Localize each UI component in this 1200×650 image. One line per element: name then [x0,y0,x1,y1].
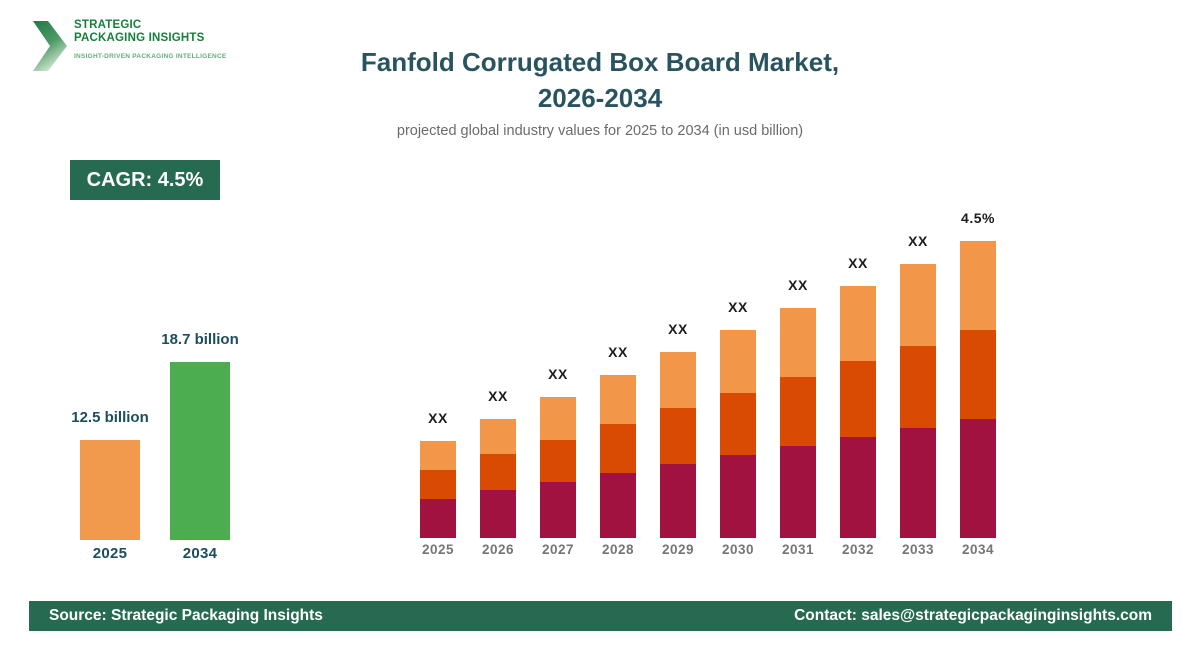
top-segment [720,330,756,393]
top-segment [960,241,996,330]
contact-text: Contact: sales@strategicpackaginginsight… [794,607,1152,624]
bar-value-label: XX [488,388,508,404]
top-segment [780,308,816,377]
stacked-bar-column-2028: XX 2028 [600,188,636,557]
logo-name-line2: PACKAGING INSIGHTS [74,32,205,44]
top-segment [600,375,636,424]
stacked-bar-column-2031: XX 2031 [780,188,816,557]
market-comparison-chart: 12.5 billion 2025 18.7 billion 2034 [71,325,239,562]
bar-value-label: XX [668,321,688,337]
middle-segment [780,377,816,446]
projected-values-stacked-chart: XX 2025 XX 2026 XX 2027 XX 2028 XX 2029 XX 2030 XX 20… [420,188,996,557]
middle-segment [960,330,996,419]
stacked-bar-column-2032: XX 2032 [840,188,876,557]
x-axis-label: 2031 [781,542,815,557]
middle-segment [600,424,636,473]
mini-bar-value-label: 18.7 billion [161,331,239,348]
mini-bar-column-2025: 12.5 billion 2025 [71,325,149,562]
bottom-segment [600,473,636,538]
bar-value-label: XX [788,277,808,293]
stacked-bar-column-2033: XX 2033 [900,188,936,557]
page-title-line2: 2026-2034 [537,83,663,113]
footer-bar: Source: Strategic Packaging Insights Con… [29,601,1172,631]
mini-axis-label: 2034 [182,545,218,562]
mini-bar-2034 [170,362,230,540]
top-segment [420,441,456,470]
middle-segment [900,346,936,428]
stacked-bar-column-2025: XX 2025 [420,188,456,557]
x-axis-label: 2026 [481,542,515,557]
logo-name-line1: STRATEGIC [74,19,142,31]
logo-tagline: INSIGHT-DRIVEN PACKAGING INTELLIGENCE [74,53,227,60]
top-segment [900,264,936,346]
top-segment [480,419,516,454]
x-axis-label: 2029 [661,542,695,557]
bottom-segment [960,419,996,538]
middle-segment [660,408,696,464]
cagr-badge: CAGR: 4.5% [70,160,220,200]
logo-text: STRATEGIC PACKAGING INSIGHTS INSIGHT-DRI… [74,18,227,60]
stacked-bar-column-2029: XX 2029 [660,188,696,557]
page-subtitle: projected global industry values for 202… [396,123,804,139]
stacked-bar-column-2027: XX 2027 [540,188,576,557]
bottom-segment [540,482,576,538]
bar-value-label: XX [908,233,928,249]
bar-value-label: 4.5% [961,210,995,226]
x-axis-label: 2025 [421,542,455,557]
bar-value-label: XX [848,255,868,271]
mini-bar-column-2034: 18.7 billion 2034 [161,325,239,562]
x-axis-label: 2028 [601,542,635,557]
middle-segment [840,361,876,437]
stacked-bar-column-2026: XX 2026 [480,188,516,557]
x-axis-label: 2030 [721,542,755,557]
page-title-line1: Fanfold Corrugated Box Board Market, [360,47,840,77]
title-block: Fanfold Corrugated Box Board Market, 202… [0,44,1200,139]
stacked-bar-column-2034: 4.5% 2034 [960,188,996,557]
bottom-segment [780,446,816,538]
middle-segment [420,470,456,499]
x-axis-label: 2033 [901,542,935,557]
bar-value-label: XX [548,366,568,382]
logo: STRATEGIC PACKAGING INSIGHTS INSIGHT-DRI… [33,18,227,71]
x-axis-label: 2027 [541,542,575,557]
bottom-segment [720,455,756,538]
bottom-segment [840,437,876,538]
top-segment [540,397,576,440]
mini-bar-value-label: 12.5 billion [71,409,149,426]
x-axis-label: 2034 [961,542,995,557]
mini-axis-label: 2025 [92,545,128,562]
middle-segment [480,454,516,490]
stacked-bar-column-2030: XX 2030 [720,188,756,557]
chevron-arrow-icon [33,21,67,71]
page-title: Fanfold Corrugated Box Board Market, 202… [0,44,1200,116]
bar-value-label: XX [608,344,628,360]
bar-value-label: XX [728,299,748,315]
top-segment [840,286,876,361]
bottom-segment [900,428,936,538]
source-text: Source: Strategic Packaging Insights [49,607,323,624]
bar-value-label: XX [428,410,448,426]
middle-segment [720,393,756,455]
x-axis-label: 2032 [841,542,875,557]
middle-segment [540,440,576,482]
mini-bar-2025 [80,440,140,540]
bottom-segment [480,490,516,538]
bottom-segment [660,464,696,538]
top-segment [660,352,696,408]
bottom-segment [420,499,456,538]
